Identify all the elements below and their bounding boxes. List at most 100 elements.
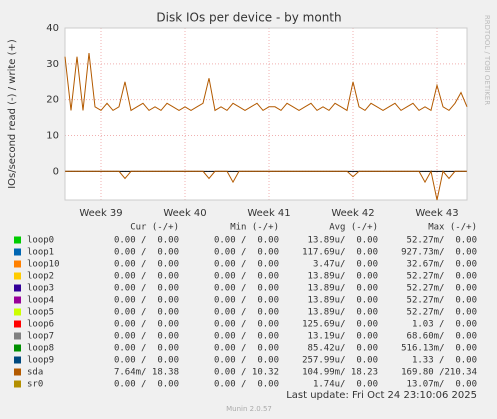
legend-swatch (14, 248, 21, 256)
table-cell: 0.00 / 0.00 (114, 308, 179, 318)
table-cell: 0.00 / 0.00 (114, 272, 179, 282)
legend-swatch (14, 284, 21, 292)
legend-name: sda (27, 368, 43, 378)
table-cell: 117.69u/ 0.00 (302, 248, 378, 258)
legend-swatch (14, 236, 21, 244)
table-header: Min (-/+) (230, 223, 279, 233)
legend-swatch (14, 308, 21, 316)
table-cell: 0.00 / 0.00 (214, 380, 279, 390)
legend-swatch (14, 368, 21, 376)
legend-name: loop7 (27, 332, 54, 342)
table-header: Max (-/+) (428, 223, 477, 233)
table-cell: 0.00 / 0.00 (114, 344, 179, 354)
table-cell: 0.00 / 0.00 (114, 332, 179, 342)
table-cell: 0.00 / 0.00 (214, 296, 279, 306)
y-tick-label: 10 (46, 131, 59, 142)
table-cell: 13.07m/ 0.00 (407, 380, 477, 390)
legend-swatch (14, 332, 21, 340)
x-tick-label: Week 41 (247, 208, 290, 219)
table-cell: 0.00 / 0.00 (214, 284, 279, 294)
y-tick-label: 40 (46, 23, 59, 34)
x-tick-label: Week 43 (415, 208, 458, 219)
side-label: RRDTOOL / TOBI OETIKER (483, 15, 491, 105)
table-cell: 52.27m/ 0.00 (407, 296, 477, 306)
table-cell: 13.19u/ 0.00 (308, 332, 378, 342)
table-cell: 0.00 / 0.00 (114, 248, 179, 258)
legend-swatch (14, 320, 21, 328)
chart-title: Disk IOs per device - by month (156, 11, 341, 25)
read-line (65, 169, 467, 201)
table-cell: 927.73m/ 0.00 (401, 248, 477, 258)
table-cell: 125.69u/ 0.00 (302, 320, 378, 330)
legend-name: loop9 (27, 356, 54, 366)
table-cell: 13.89u/ 0.00 (308, 296, 378, 306)
table-cell: 0.00 / 0.00 (114, 356, 179, 366)
table-cell: 7.64m/ 18.38 (114, 368, 179, 378)
legend-swatch (14, 272, 21, 280)
table-cell: 1.33 / 0.00 (412, 356, 477, 366)
legend-name: loop3 (27, 284, 54, 294)
table-cell: 0.00 / 0.00 (214, 356, 279, 366)
x-tick-label: Week 42 (331, 208, 374, 219)
x-tick-label: Week 40 (163, 208, 206, 219)
table-cell: 169.80 /210.34 (401, 368, 477, 378)
table-cell: 0.00 / 0.00 (214, 308, 279, 318)
table-cell: 52.27m/ 0.00 (407, 284, 477, 294)
table-cell: 0.00 / 0.00 (214, 272, 279, 282)
table-cell: 1.03 / 0.00 (412, 320, 477, 330)
plot-frame (64, 27, 468, 201)
table-cell: 52.27m/ 0.00 (407, 236, 477, 246)
table-cell: 52.27m/ 0.00 (407, 272, 477, 282)
legend-name: loop4 (27, 296, 54, 306)
table-header: Cur (-/+) (130, 223, 179, 233)
x-tick-label: Week 39 (79, 208, 122, 219)
table-cell: 0.00 / 0.00 (214, 344, 279, 354)
legend-swatch (14, 296, 21, 304)
table-cell: 257.99u/ 0.00 (302, 356, 378, 366)
y-tick-label: 30 (46, 59, 59, 70)
table-header: Avg (-/+) (329, 223, 378, 233)
table-cell: 0.00 / 0.00 (114, 380, 179, 390)
legend-name: loop1 (27, 248, 54, 258)
table-cell: 0.00 / 0.00 (114, 296, 179, 306)
table-cell: 0.00 / 0.00 (214, 320, 279, 330)
table-cell: 1.74u/ 0.00 (313, 380, 378, 390)
legend-name: sr0 (27, 380, 43, 390)
y-axis-label: IOs/second read (-) / write (+) (7, 39, 18, 189)
table-cell: 104.99m/ 18.23 (302, 368, 378, 378)
legend-swatch (14, 260, 21, 268)
plot-area (65, 28, 467, 200)
y-tick-label: 0 (53, 166, 59, 177)
table-cell: 13.89u/ 0.00 (308, 236, 378, 246)
legend-name: loop2 (27, 272, 54, 282)
table-cell: 0.00 / 0.00 (114, 284, 179, 294)
legend-name: loop8 (27, 344, 54, 354)
legend-name: loop10 (27, 260, 60, 270)
legend-swatch (14, 380, 21, 388)
write-line (64, 53, 468, 112)
table-cell: 0.00 / 0.00 (114, 236, 179, 246)
table-cell: 13.89u/ 0.00 (308, 308, 378, 318)
table-cell: 0.00 / 0.00 (114, 260, 179, 270)
table-cell: 13.89u/ 0.00 (308, 272, 378, 282)
legend-swatch (14, 344, 21, 352)
legend-name: loop5 (27, 308, 54, 318)
table-cell: 85.42u/ 0.00 (308, 344, 378, 354)
table-cell: 0.00 / 10.32 (214, 368, 279, 378)
table-cell: 0.00 / 0.00 (214, 260, 279, 270)
table-cell: 0.00 / 0.00 (114, 320, 179, 330)
table-cell: 32.67m/ 0.00 (407, 260, 477, 270)
table-cell: 0.00 / 0.00 (214, 236, 279, 246)
table-cell: 0.00 / 0.00 (214, 248, 279, 258)
y-tick-label: 20 (46, 95, 59, 106)
last-update: Last update: Fri Oct 24 23:10:06 2025 (286, 390, 477, 401)
table-cell: 0.00 / 0.00 (214, 332, 279, 342)
table-cell: 3.47u/ 0.00 (313, 260, 378, 270)
table-cell: 68.60m/ 0.00 (407, 332, 477, 342)
version: Munin 2.0.57 (226, 405, 272, 413)
table-cell: 516.13m/ 0.00 (401, 344, 477, 354)
legend-swatch (14, 356, 21, 364)
